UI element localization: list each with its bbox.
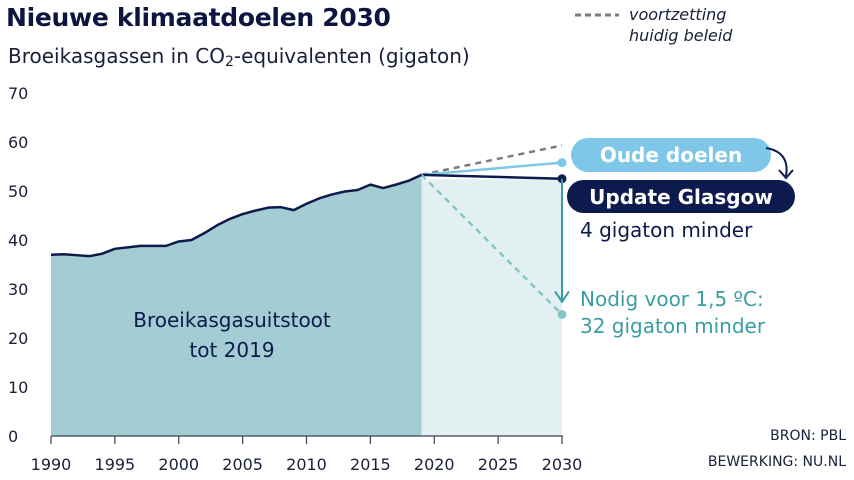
old-targets-end-dot bbox=[557, 158, 567, 168]
x-tick-label: 2030 bbox=[542, 455, 583, 474]
y-tick-label: 30 bbox=[8, 280, 28, 299]
x-tick-label: 2015 bbox=[350, 455, 391, 474]
old-targets-pill bbox=[571, 138, 771, 172]
editor-credit: BEWERKING: NU.NL bbox=[707, 454, 846, 470]
legend-label: voortzetting huidig beleid bbox=[629, 4, 732, 46]
glasgow-update-line bbox=[421, 173, 563, 180]
curved-arrow bbox=[765, 147, 788, 177]
legend-dashed-swatch bbox=[575, 13, 619, 17]
legend: voortzetting huidig beleid bbox=[575, 4, 732, 46]
subtitle-main: Broeikasgassen in CO bbox=[8, 44, 225, 68]
reduction-arrow-head bbox=[554, 290, 570, 304]
y-tick-label: 20 bbox=[8, 329, 28, 348]
y-tick-label: 50 bbox=[8, 182, 28, 201]
legend-label-line-2: huidig beleid bbox=[629, 26, 733, 45]
y-tick-label: 70 bbox=[8, 84, 28, 103]
source-credit: BRON: PBL bbox=[770, 428, 846, 444]
y-tick-label: 60 bbox=[8, 133, 28, 152]
y-tick-label: 40 bbox=[8, 231, 28, 250]
chart-subtitle: Broeikasgassen in CO2-equivalenten (giga… bbox=[8, 44, 470, 70]
chart-title: Nieuwe klimaatdoelen 2030 bbox=[6, 3, 391, 32]
subtitle-subscript: 2 bbox=[224, 54, 234, 70]
paris-1-5c-end-dot bbox=[557, 309, 567, 319]
paris-1-5c-line bbox=[420, 173, 563, 316]
legend-label-line-1: voortzetting bbox=[629, 5, 727, 24]
paris-label-line-2: 32 gigaton minder bbox=[580, 314, 766, 338]
glasgow-pill bbox=[567, 180, 795, 213]
historical-emissions-area bbox=[51, 174, 422, 436]
old-targets-line bbox=[421, 161, 563, 177]
glasgow-label: Update Glasgow bbox=[589, 185, 773, 209]
x-tick-label: 2000 bbox=[158, 455, 199, 474]
paris-label-line-1: Nodig voor 1,5 ºC: bbox=[580, 287, 764, 311]
historical-emissions-line bbox=[50, 173, 422, 258]
x-tick-label: 2025 bbox=[478, 455, 519, 474]
subtitle-unit: -equivalenten (gigaton) bbox=[233, 44, 470, 68]
x-tick-label: 2020 bbox=[414, 455, 455, 474]
y-tick-label: 10 bbox=[8, 378, 28, 397]
current-policy-line bbox=[421, 144, 563, 177]
x-tick-label: 2010 bbox=[286, 455, 327, 474]
glasgow-reduction-label: 4 gigaton minder bbox=[580, 218, 753, 242]
area-label-line-2: tot 2019 bbox=[189, 338, 274, 362]
area-label-line-1: Broeikasgasuitstoot bbox=[133, 308, 331, 332]
x-tick-label: 1990 bbox=[31, 455, 72, 474]
old-targets-label: Oude doelen bbox=[600, 143, 742, 167]
y-tick-label: 0 bbox=[8, 427, 18, 446]
x-tick-label: 1995 bbox=[95, 455, 136, 474]
x-tick-label: 2005 bbox=[222, 455, 263, 474]
curved-arrow-head bbox=[778, 169, 794, 180]
projection-area bbox=[421, 179, 562, 437]
